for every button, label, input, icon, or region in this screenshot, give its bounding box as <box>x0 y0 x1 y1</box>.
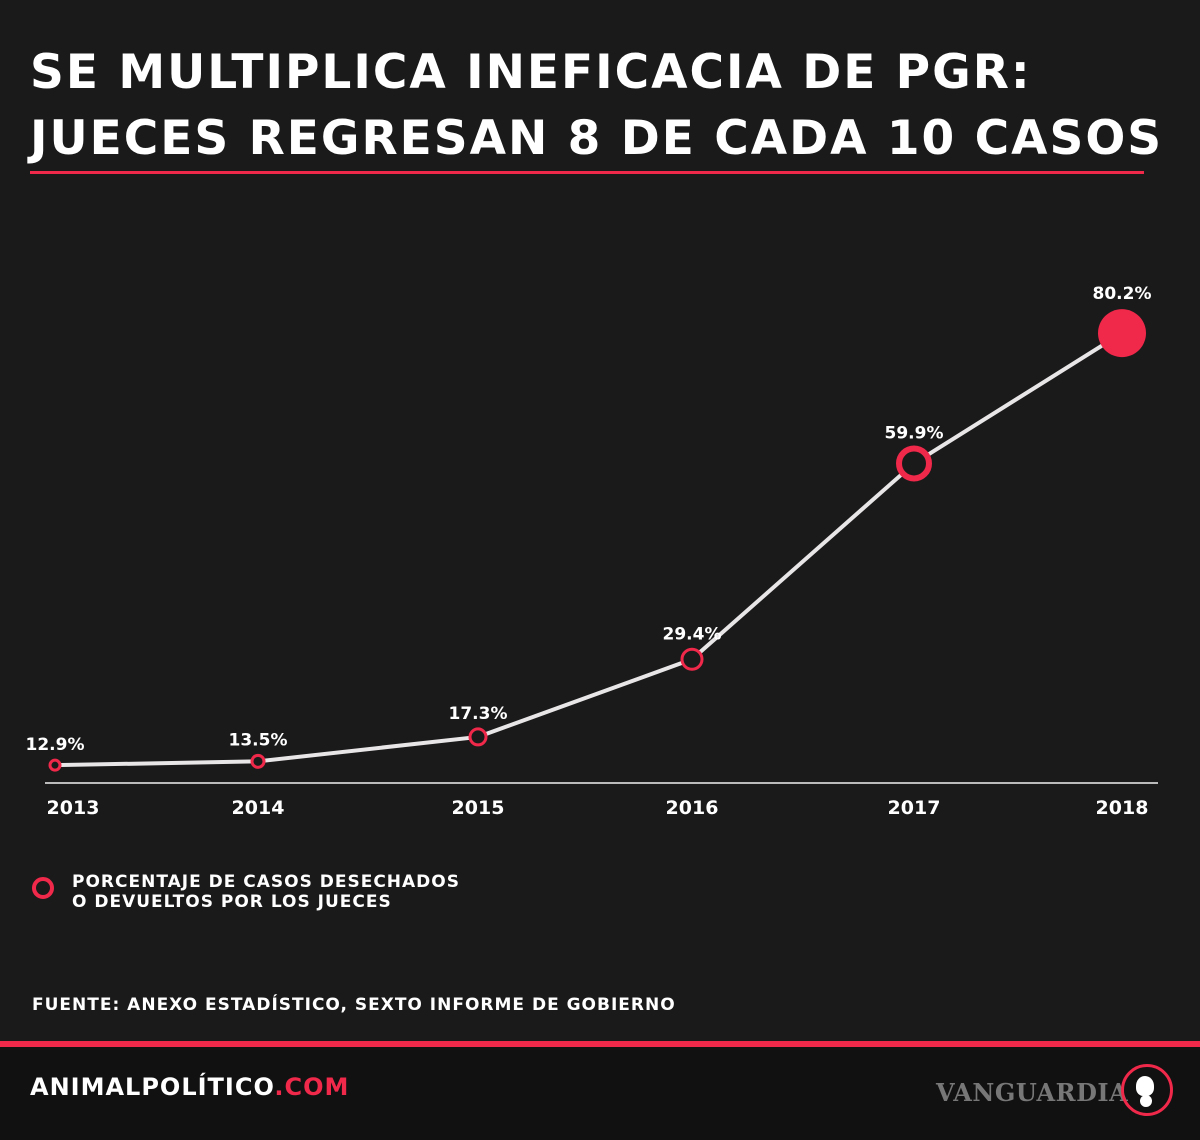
legend-circle-icon <box>32 877 54 899</box>
x-tick-2013: 2013 <box>47 797 100 819</box>
data-point-2014 <box>250 753 266 769</box>
data-label-2014: 13.5% <box>229 730 288 750</box>
data-label-2015: 17.3% <box>449 704 508 724</box>
line-chart: 12.9% 2013 13.5% 2014 17.3% 2015 29.4% 2016 59.9… <box>26 284 1158 819</box>
vanguardia-logo: VANGUARDIA <box>936 1078 1129 1107</box>
legend-label: PORCENTAJE DE CASOS DESECHADOS O DEVUELT… <box>72 872 460 912</box>
x-tick-2014: 2014 <box>232 797 285 819</box>
data-label-2013: 12.9% <box>26 735 85 755</box>
data-point-2017 <box>896 445 932 482</box>
x-tick-2016: 2016 <box>666 797 719 819</box>
x-tick-2015: 2015 <box>452 797 505 819</box>
brand-accent: .COM <box>274 1073 350 1101</box>
x-tick-2017: 2017 <box>888 797 941 819</box>
data-point-2018 <box>1098 309 1146 358</box>
data-point-2015 <box>468 727 488 747</box>
title-line-2: JUECES REGRESAN 8 DE CADA 10 CASOS <box>30 111 1164 166</box>
data-label-2016: 29.4% <box>663 624 722 644</box>
data-point-2016 <box>680 647 704 671</box>
x-tick-2018: 2018 <box>1096 797 1149 819</box>
legend: PORCENTAJE DE CASOS DESECHADOS O DEVUELT… <box>32 872 460 912</box>
data-point-2013 <box>48 758 62 772</box>
title-underline <box>30 171 1144 174</box>
legend-line-1: PORCENTAJE DE CASOS DESECHADOS <box>72 872 460 892</box>
footer <box>0 1047 1200 1140</box>
animalpolitico-logo: ANIMALPOLÍTICO.COM <box>30 1073 349 1101</box>
title-line-1: SE MULTIPLICA INEFICACIA DE PGR: <box>30 45 1032 100</box>
legend-line-2: O DEVUELTOS POR LOS JUECES <box>72 892 392 912</box>
footer-divider <box>0 1041 1200 1047</box>
series-line <box>54 331 1124 768</box>
data-label-2018: 80.2% <box>1093 284 1152 304</box>
brand-main: ANIMALPOLÍTICO <box>30 1073 275 1101</box>
data-label-2017: 59.9% <box>885 423 944 443</box>
source-note: FUENTE: ANEXO ESTADÍSTICO, SEXTO INFORME… <box>32 995 676 1015</box>
vanguardia-emblem-icon <box>1121 1064 1173 1116</box>
chart-title: SE MULTIPLICA INEFICACIA DE PGR: JUECES … <box>30 40 1170 172</box>
